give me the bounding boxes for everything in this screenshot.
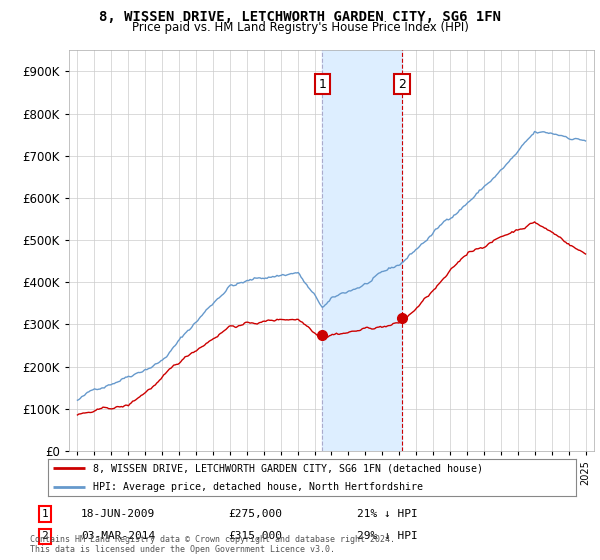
Text: 8, WISSEN DRIVE, LETCHWORTH GARDEN CITY, SG6 1FN (detached house): 8, WISSEN DRIVE, LETCHWORTH GARDEN CITY,… — [93, 463, 483, 473]
Text: Contains HM Land Registry data © Crown copyright and database right 2024.
This d: Contains HM Land Registry data © Crown c… — [30, 535, 395, 554]
Text: 8, WISSEN DRIVE, LETCHWORTH GARDEN CITY, SG6 1FN: 8, WISSEN DRIVE, LETCHWORTH GARDEN CITY,… — [99, 10, 501, 24]
Text: 21% ↓ HPI: 21% ↓ HPI — [357, 509, 418, 519]
Text: £315,000: £315,000 — [228, 531, 282, 542]
Text: 1: 1 — [41, 509, 49, 519]
Text: 03-MAR-2014: 03-MAR-2014 — [81, 531, 155, 542]
Text: 1: 1 — [319, 78, 326, 91]
Text: 18-JUN-2009: 18-JUN-2009 — [81, 509, 155, 519]
Bar — [322, 50, 402, 451]
Text: Price paid vs. HM Land Registry's House Price Index (HPI): Price paid vs. HM Land Registry's House … — [131, 21, 469, 34]
Text: 2: 2 — [398, 78, 406, 91]
Text: 29% ↓ HPI: 29% ↓ HPI — [357, 531, 418, 542]
Text: £275,000: £275,000 — [228, 509, 282, 519]
Text: 2: 2 — [41, 531, 49, 542]
Text: HPI: Average price, detached house, North Hertfordshire: HPI: Average price, detached house, Nort… — [93, 482, 423, 492]
